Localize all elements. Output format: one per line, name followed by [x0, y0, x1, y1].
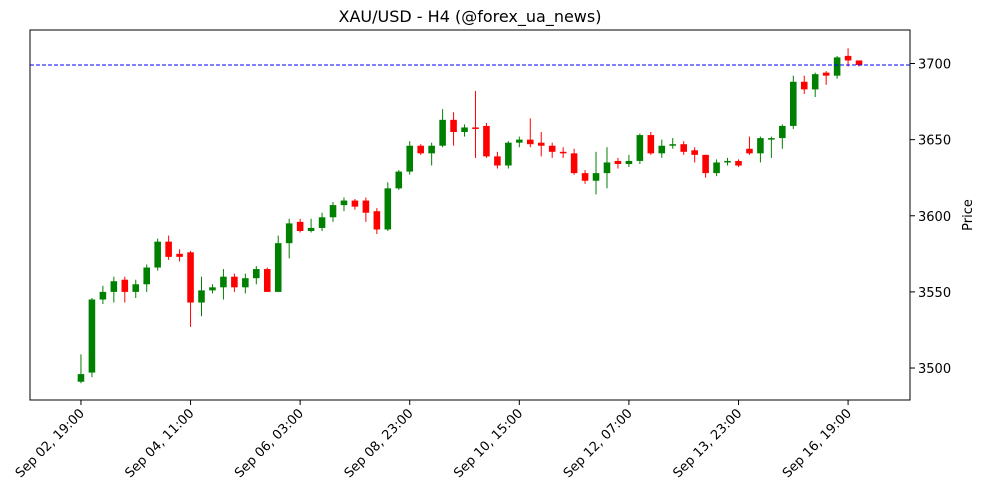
candle-body: [110, 281, 118, 292]
candle-body: [713, 162, 720, 174]
candle-body: [855, 60, 863, 66]
candle-body: [746, 148, 753, 154]
candle-body: [526, 139, 534, 145]
y-tick-label: 3700: [918, 57, 951, 72]
candle-body: [318, 217, 326, 228]
candle-body: [450, 119, 457, 133]
candle-body: [483, 125, 490, 157]
candle-body: [800, 81, 808, 90]
candle-body: [220, 276, 227, 288]
candle-body: [844, 55, 852, 61]
candle-body: [505, 142, 512, 166]
candle-body: [384, 188, 392, 230]
plot-frame: [29, 29, 911, 401]
candle-body: [494, 156, 501, 166]
candle-body: [209, 287, 216, 291]
candle-body: [77, 374, 85, 382]
candle-body: [669, 144, 677, 146]
candle-body: [165, 241, 172, 257]
candle-body: [516, 139, 523, 143]
candle-body: [790, 81, 797, 126]
candle-body: [406, 145, 414, 172]
candle-body: [614, 160, 622, 164]
candle-body: [592, 173, 600, 181]
candle-body: [231, 276, 238, 288]
candle-body: [417, 145, 424, 154]
candle-body: [187, 252, 194, 303]
candle-body: [439, 119, 446, 146]
candle-body: [757, 138, 764, 154]
candle-body: [351, 200, 359, 207]
y-tick-label: 3650: [918, 134, 951, 149]
candle-body: [548, 145, 556, 152]
candle-body: [285, 223, 293, 244]
candle-body: [581, 173, 589, 181]
candle-body: [472, 127, 479, 129]
candle-body: [296, 221, 304, 231]
candle-body: [559, 151, 567, 154]
candle-body: [132, 284, 140, 292]
candle-body: [154, 241, 161, 268]
candle-body: [99, 291, 107, 300]
candle-body: [176, 253, 183, 257]
candle-body: [625, 160, 633, 164]
candle-body: [647, 135, 655, 154]
candle-body: [570, 153, 578, 174]
candle-body: [274, 243, 282, 292]
chart-title: XAU/USD - H4 (@forex_ua_news): [339, 7, 602, 27]
candle-body: [143, 267, 150, 285]
candle-body: [735, 160, 742, 166]
candle-body: [307, 227, 315, 231]
candle-body: [373, 211, 381, 230]
candle-body: [428, 145, 435, 154]
candle-body: [362, 200, 370, 213]
candle-body: [768, 138, 775, 140]
candle-body: [121, 279, 129, 292]
candle-body: [198, 290, 205, 303]
candle-body: [658, 145, 666, 154]
candle-body: [253, 269, 260, 279]
candle-body: [88, 299, 96, 373]
candle-body: [263, 269, 271, 292]
y-tick-label: 3550: [918, 286, 951, 301]
candle-body: [461, 127, 468, 133]
candle-body: [603, 162, 611, 174]
candle-body: [340, 200, 348, 206]
candle-body: [680, 144, 687, 152]
candle-body: [822, 72, 830, 76]
candle-body: [329, 205, 337, 218]
y-axis-label: Price: [961, 199, 976, 231]
candle-body: [724, 160, 731, 163]
candle-body: [779, 125, 786, 139]
candle-body: [537, 142, 545, 146]
candle-body: [395, 171, 403, 189]
candle-body: [242, 278, 249, 288]
candle-body: [833, 57, 841, 76]
y-tick-label: 3600: [918, 210, 951, 225]
candle-body: [636, 135, 644, 161]
y-tick-label: 3500: [918, 362, 951, 377]
candle-body: [702, 154, 709, 174]
candle-body: [691, 150, 698, 155]
candle-body: [811, 74, 819, 90]
